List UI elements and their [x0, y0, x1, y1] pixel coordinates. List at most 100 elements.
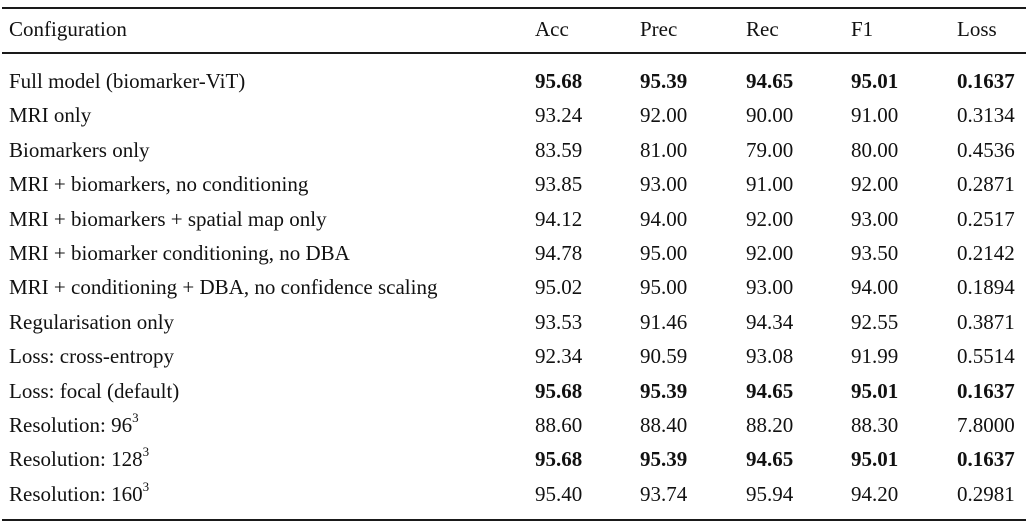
- cell-acc-text: 93.24: [535, 103, 583, 128]
- cell-acc: 95.02: [535, 270, 582, 304]
- cell-prec: 93.74: [640, 477, 687, 511]
- cell-loss-text: 0.1637: [957, 447, 1015, 472]
- cell-prec: 92.00: [640, 98, 687, 132]
- cell-f1-text: 92.00: [851, 172, 899, 197]
- cell-configuration-text: MRI + conditioning + DBA, no confidence …: [9, 275, 438, 300]
- cell-prec-text: 95.00: [640, 241, 688, 265]
- table-row: Resolution: 1603 95.40 93.74 95.94 94.20 0.29…: [0, 477, 1032, 511]
- cell-f1: 91.99: [851, 339, 898, 373]
- cell-acc-text: 93.53: [535, 309, 583, 334]
- cell-prec-text: 93.00: [640, 172, 688, 197]
- cell-configuration: Biomarkers only: [9, 133, 150, 167]
- cell-prec-text: 95.39: [640, 378, 688, 403]
- header-acc: Acc: [535, 17, 569, 41]
- cell-configuration-text: MRI + biomarkers + spatial map only: [9, 206, 327, 231]
- cell-acc-text: 94.78: [535, 241, 583, 265]
- cell-rec-text: 94.34: [746, 309, 794, 334]
- cell-prec: 95.00: [640, 270, 687, 304]
- cell-f1-text: 91.99: [851, 344, 899, 369]
- resolution-exponent: 3: [142, 444, 150, 460]
- cell-acc-text: 95.02: [535, 275, 583, 300]
- cell-configuration: Full model (biomarker-ViT): [9, 64, 245, 98]
- cell-configuration-text: Regularisation only: [9, 309, 175, 334]
- cell-loss: 7.8000: [957, 408, 1015, 442]
- cell-configuration-text: Resolution: 96: [9, 413, 133, 437]
- cell-f1: 94.00: [851, 270, 898, 304]
- header-f1: F1: [851, 17, 874, 41]
- cell-configuration: Resolution: 1603: [9, 477, 149, 511]
- table-row: MRI + biomarkers + spatial map only 94.12…: [0, 202, 1032, 236]
- cell-rec: 94.65: [746, 442, 793, 476]
- cell-configuration: Loss: focal (default): [9, 374, 179, 408]
- cell-loss: 0.1637: [957, 374, 1015, 408]
- cell-loss: 0.4536: [957, 133, 1015, 167]
- cell-loss: 0.1637: [957, 64, 1015, 98]
- cell-acc: 93.85: [535, 167, 582, 201]
- cell-configuration-text: Full model (biomarker-ViT): [9, 69, 246, 93]
- cell-loss-text: 0.2981: [957, 481, 1015, 506]
- cell-rec-text: 91.00: [746, 172, 794, 197]
- cell-rec: 94.65: [746, 374, 793, 408]
- cell-f1: 91.00: [851, 98, 898, 132]
- header-rec: Rec: [746, 17, 779, 41]
- cell-f1: 95.01: [851, 64, 898, 98]
- cell-configuration-text: MRI + biomarkers, no conditioning: [9, 172, 309, 197]
- cell-f1: 92.55: [851, 305, 898, 339]
- cell-rec-text: 94.65: [746, 69, 794, 93]
- table-row: Loss: focal (default) 95.68 95.39 94.65 95.0…: [0, 374, 1032, 408]
- table-row: MRI + biomarker conditioning, no DBA 94.7…: [0, 236, 1032, 270]
- cell-rec-text: 88.20: [746, 413, 794, 437]
- table-row: Full model (biomarker-ViT) 95.68 95.39 94.6…: [0, 64, 1032, 98]
- cell-rec-text: 93.00: [746, 275, 794, 300]
- cell-loss: 0.2981: [957, 477, 1015, 511]
- cell-rec-text: 92.00: [746, 206, 794, 231]
- cell-f1: 92.00: [851, 167, 898, 201]
- cell-configuration: Resolution: 1283: [9, 442, 149, 476]
- cell-prec: 95.39: [640, 64, 687, 98]
- cell-loss-text: 0.1637: [957, 69, 1015, 93]
- table-row: Resolution: 963 88.60 88.40 88.20 88.30 7.800…: [0, 408, 1032, 442]
- cell-acc: 95.68: [535, 374, 582, 408]
- cell-configuration-text: Loss: focal (default): [9, 378, 180, 403]
- cell-f1-text: 91.00: [851, 103, 899, 128]
- cell-prec: 93.00: [640, 167, 687, 201]
- cell-rec: 91.00: [746, 167, 793, 201]
- cell-f1-text: 94.20: [851, 481, 899, 506]
- cell-acc: 93.24: [535, 98, 582, 132]
- cell-f1-text: 95.01: [851, 69, 899, 93]
- cell-f1: 88.30: [851, 408, 898, 442]
- table-header-row: Configuration Acc Prec Rec F1 Loss: [0, 12, 1032, 46]
- cell-prec-text: 93.74: [640, 481, 688, 506]
- table-row: Regularisation only 93.53 91.46 94.34 92.55 0…: [0, 305, 1032, 339]
- cell-loss-text: 0.2517: [957, 206, 1015, 231]
- cell-f1: 80.00: [851, 133, 898, 167]
- cell-acc: 95.40: [535, 477, 582, 511]
- cell-configuration: MRI + biomarkers + spatial map only: [9, 202, 327, 236]
- cell-rec: 88.20: [746, 408, 793, 442]
- cell-rec-text: 90.00: [746, 103, 794, 128]
- cell-prec-text: 91.46: [640, 309, 688, 334]
- cell-prec: 95.39: [640, 442, 687, 476]
- cell-rec-text: 92.00: [746, 241, 794, 265]
- cell-prec: 95.39: [640, 374, 687, 408]
- cell-loss: 0.3134: [957, 98, 1015, 132]
- cell-prec: 91.46: [640, 305, 687, 339]
- cell-rec: 94.34: [746, 305, 793, 339]
- resolution-exponent: 3: [142, 478, 150, 494]
- cell-loss: 0.3871: [957, 305, 1015, 339]
- cell-prec: 95.00: [640, 236, 687, 270]
- cell-f1: 95.01: [851, 442, 898, 476]
- cell-f1-text: 94.00: [851, 275, 899, 300]
- cell-loss-text: 0.2871: [957, 172, 1015, 197]
- cell-configuration-text: MRI + biomarker conditioning, no DBA: [9, 241, 350, 265]
- cell-acc-text: 93.85: [535, 172, 583, 197]
- cell-f1: 93.00: [851, 202, 898, 236]
- cell-loss: 0.1894: [957, 270, 1015, 304]
- cell-configuration-text: Biomarkers only: [9, 137, 150, 162]
- cell-configuration: MRI + biomarkers, no conditioning: [9, 167, 308, 201]
- cell-rec-text: 94.65: [746, 378, 794, 403]
- resolution-exponent: 3: [132, 410, 139, 425]
- cell-configuration: Resolution: 963: [9, 408, 139, 442]
- cell-loss: 0.2871: [957, 167, 1015, 201]
